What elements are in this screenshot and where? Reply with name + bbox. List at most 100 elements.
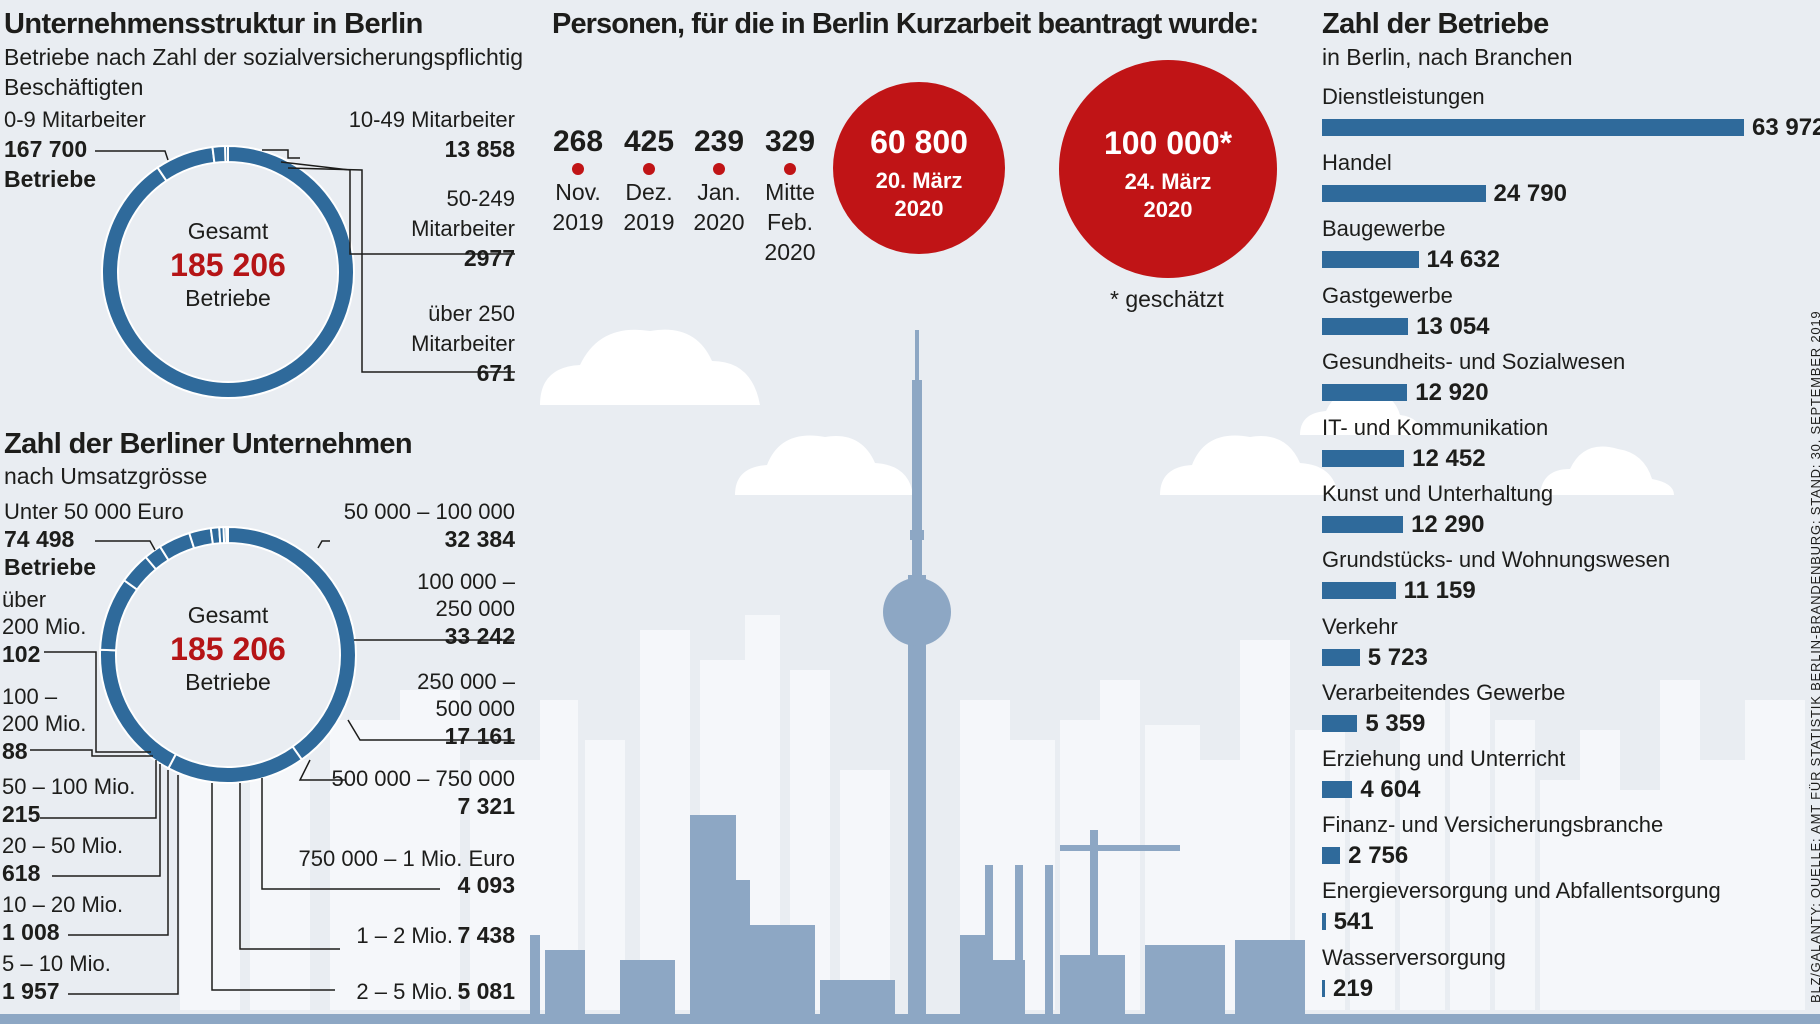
revenue-value-200m: 102 (2, 641, 41, 667)
kurzarbeit-label-b: 2020 (693, 209, 745, 235)
bar (1322, 648, 1360, 666)
bar-value-label: 14 632 (1426, 246, 1500, 274)
kurzarbeit-point-jan: 239 Jan. 2020 (689, 125, 749, 237)
revenue-label-50-100k: 50 000 – 100 000 (343, 499, 515, 524)
bar-category-label: IT- und Kommunikation (1322, 415, 1549, 440)
red-dot-icon (713, 163, 725, 175)
leader-line-100-200m (30, 749, 153, 757)
revenue-donut-center: Gesamt 185 206 Betriebe (128, 602, 328, 696)
donut-center-label: Gesamt (187, 602, 269, 628)
bar-category-label: Energieversorgung und Abfallentsorgung (1322, 878, 1721, 904)
structure-donut-center: Gesamt 185 206 Betriebe (128, 218, 328, 312)
bar-value-label: 12 452 (1412, 445, 1486, 472)
kurzarbeit-big-label-b: 2020 (894, 196, 944, 221)
skyline-dark-buildings (530, 330, 1305, 1015)
bar-value-label: 5 723 (1367, 643, 1428, 671)
bar (1322, 119, 1744, 136)
kurzarbeit-point-feb: 329 Mitte Feb. 2020 (759, 125, 821, 267)
bar-value-label: 63 972 (1752, 114, 1820, 141)
revenue-unit-word: Betriebe (4, 554, 97, 580)
leader-line-50-100m (40, 760, 157, 819)
kurzarbeit-title: Personen, für die in Berlin Kurzarbeit b… (552, 8, 1259, 40)
bar-category-label: Kunst und Unterhaltung (1322, 481, 1554, 507)
bar (1322, 317, 1409, 335)
kurzarbeit-label-b: Feb. (766, 209, 814, 235)
red-dot-icon (784, 163, 796, 175)
revenue-value-20-50m: 618 (2, 860, 41, 886)
bar (1322, 847, 1341, 865)
structure-value-0-9: 167 700 (4, 136, 88, 162)
bar-value-label: 2 756 (1348, 842, 1409, 870)
revenue-label-500-750k: 500 000 – 750 000 (331, 766, 515, 791)
revenue-value-1-2m: 7 438 (457, 922, 515, 948)
leader-line-250-500k (347, 719, 515, 741)
kurzarbeit-label-a: Nov. (555, 179, 601, 205)
kurzarbeit-label-a: Jan. (697, 179, 741, 205)
leader-line-0-9 (95, 150, 169, 161)
revenue-value-100-200m: 88 (2, 738, 28, 764)
leader-line-50-100k (317, 540, 330, 549)
structure-unit-word: Betriebe (4, 166, 97, 192)
revenue-value-250-500k: 17 161 (444, 723, 515, 749)
structure-title: Unternehmensstruktur in Berlin (4, 8, 423, 40)
leader-line-200m (44, 651, 151, 753)
bar-category-label: Erziehung und Unterricht (1322, 746, 1566, 771)
donut-slice-250 (224, 144, 229, 164)
kurzarbeit-big-label-a: 20. März (875, 168, 963, 193)
bar-value-label: 24 790 (1493, 180, 1567, 208)
red-dot-icon (643, 163, 655, 175)
revenue-label-200m-a: über (2, 587, 47, 612)
revenue-value-500-750k: 7 321 (457, 793, 515, 819)
bar-value-label: 5 359 (1365, 709, 1426, 737)
revenue-title: Zahl der Berliner Unternehmen (4, 428, 413, 460)
bar-category-label: Handel (1322, 150, 1392, 176)
revenue-label-100-250k-b: 250 000 (435, 596, 515, 621)
revenue-label-200m-b: 200 Mio. (2, 614, 87, 639)
bar (1322, 979, 1325, 997)
kurzarbeit-big-value: 60 800 (870, 124, 968, 160)
bar (1322, 251, 1419, 269)
structure-label-0-9: 0-9 Mitarbeiter (4, 107, 146, 132)
bar (1322, 450, 1405, 467)
revenue-label-2-5m: 2 – 5 Mio. (356, 979, 453, 1004)
revenue-label-250-500k-a: 250 000 – (417, 669, 515, 694)
donut-center-unit: Betriebe (185, 669, 271, 695)
bar (1322, 714, 1358, 732)
kurzarbeit-label-c: 2020 (764, 239, 816, 265)
bar-category-label: Gastgewerbe (1322, 282, 1453, 308)
revenue-label-20-50m: 20 – 50 Mio. (2, 833, 124, 858)
kurzarbeit-value: 239 (693, 125, 745, 158)
revenue-value-5-10m: 1 957 (2, 978, 60, 1004)
bar-value-label: 12 290 (1411, 511, 1485, 539)
leader-line-1-2m (239, 783, 340, 950)
revenue-row-1-2m: 1 – 2 Mio. 7 438 (300, 922, 515, 949)
structure-label-50-249-b: Mitarbeiter (411, 216, 515, 241)
donut-center-total: 185 206 (170, 247, 286, 283)
revenue-value-50-100m: 215 (2, 801, 41, 827)
bar (1322, 582, 1396, 600)
leader-line-u50k (95, 540, 156, 551)
structure-label-10-49: 10-49 Mitarbeiter (348, 107, 515, 132)
bar-value-label: 11 159 (1403, 577, 1476, 605)
structure-value-10-49: 13 858 (444, 136, 515, 162)
structure-label-50-249-a: 50-249 (446, 186, 515, 211)
structure-donut-chart (95, 144, 515, 399)
revenue-label-750k-1m: 750 000 – 1 Mio. Euro (298, 846, 515, 871)
donut-slice-0-9 (101, 144, 355, 399)
kurzarbeit-value: 425 (623, 125, 675, 158)
bar-value-label: 541 (1333, 908, 1374, 936)
leader-line-500-750k (298, 759, 345, 781)
cloud-shapes (540, 329, 1674, 495)
revenue-label-100-200m-a: 100 – (2, 684, 58, 709)
structure-value-50-249: 2977 (463, 245, 515, 271)
bar (1322, 516, 1404, 534)
revenue-value-2-5m: 5 081 (457, 978, 515, 1004)
structure-label-250-b: Mitarbeiter (411, 331, 515, 356)
kurzarbeit-circle-march20: 60 800 20. März 2020 (833, 82, 1005, 254)
revenue-value-10-20m: 1 008 (2, 919, 60, 945)
structure-label-250-a: über 250 (428, 301, 515, 326)
revenue-label-100-250k-a: 100 000 – (417, 569, 515, 594)
revenue-label-250-500k-b: 500 000 (435, 696, 515, 721)
kurzarbeit-label-a: Dez. (625, 179, 673, 205)
bar-value-label: 13 054 (1416, 312, 1490, 340)
